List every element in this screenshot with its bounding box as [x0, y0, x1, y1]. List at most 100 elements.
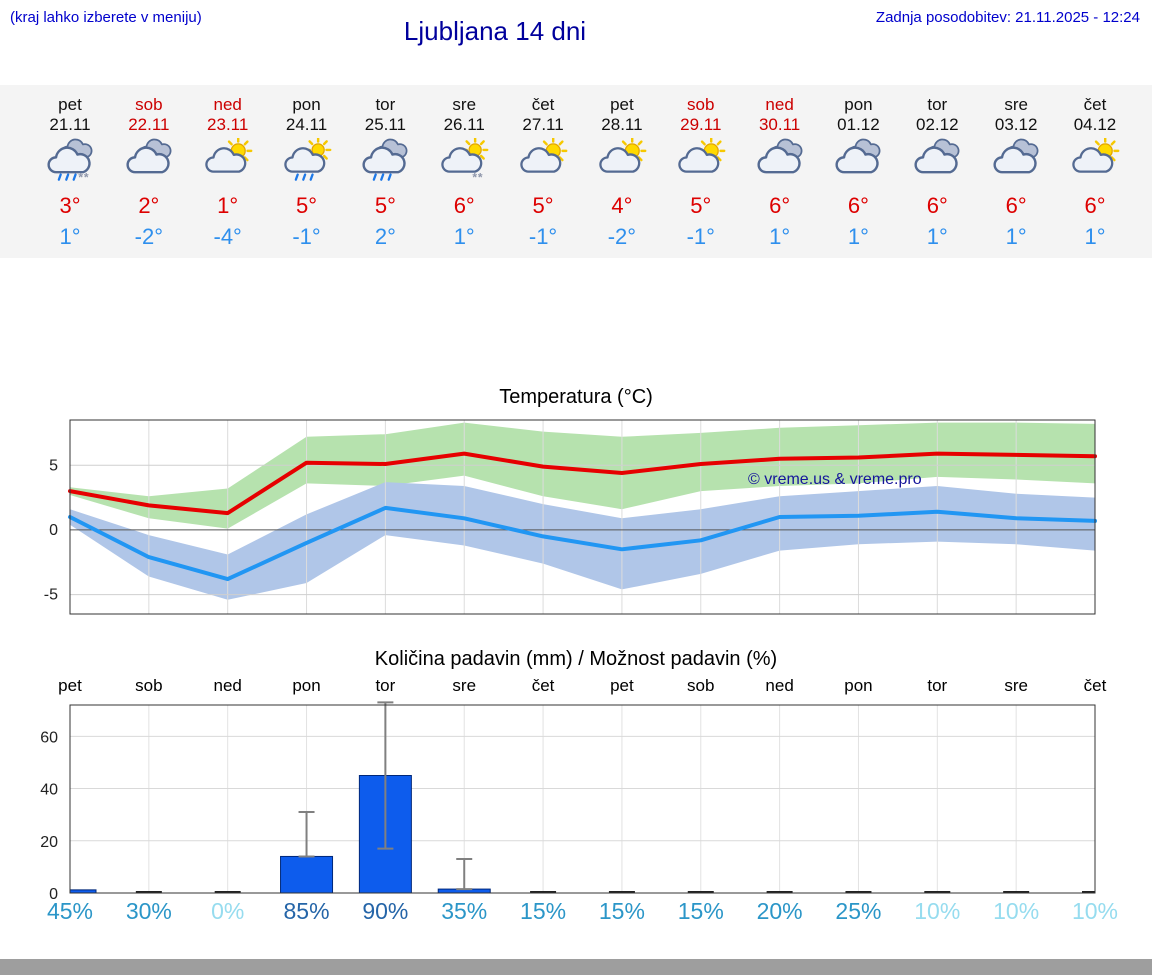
tmax-line [68, 451, 1097, 516]
day-date: 02.12 [916, 115, 959, 134]
tmax-range-band [70, 422, 1095, 529]
y-tick-label: 5 [49, 457, 58, 474]
day-date: 30.11 [758, 115, 801, 134]
day-high-temp: 6° [1084, 193, 1106, 218]
day-high-temp: 2° [138, 193, 160, 218]
day-high-temp: 3° [59, 193, 81, 218]
precip-zero-mark [608, 891, 635, 893]
day-low-temp: -1° [528, 224, 558, 249]
precip-probability-label: 35% [441, 898, 488, 924]
day-icon [974, 138, 1058, 192]
rain-snow-icon: * * [47, 138, 93, 185]
forecast-day-25.11: tor 25.11 5° 2° [343, 95, 427, 250]
day-low-temp: -1° [292, 224, 321, 249]
day-low-temp: 1° [1084, 224, 1106, 249]
precip-probability-label: 10% [914, 898, 961, 924]
forecast-day-21.11: pet 21.11 * * 3° 1° [28, 95, 112, 250]
day-name: pet [610, 95, 634, 114]
precip-probability-label: 0% [211, 898, 245, 924]
day-low-temp: 1° [847, 224, 869, 249]
day-date: 26.11 [443, 115, 485, 134]
sun-cloud-icon [599, 136, 647, 173]
day-name: pon [844, 95, 873, 114]
day-icon: * * [422, 136, 506, 192]
day-icon [895, 138, 979, 192]
tmin-line [68, 505, 1097, 582]
y-tick-label: 0 [49, 886, 58, 900]
precip-day-label: sob [135, 676, 163, 695]
forecast-day-22.11: sob 22.11 2° -2° [107, 95, 191, 250]
precip-zero-mark [214, 891, 241, 893]
svg-text:*: * [473, 171, 478, 185]
day-name: sre [452, 95, 477, 114]
precip-zero-mark [845, 891, 872, 893]
precip-day-label: tor [375, 676, 396, 695]
day-icon [580, 136, 664, 192]
cloudy-icon [126, 138, 172, 174]
day-low-temp: -1° [686, 224, 715, 249]
day-high-temp: 6° [453, 193, 475, 218]
y-tick-label: 0 [49, 522, 58, 539]
precip-day-label: čet [1083, 676, 1107, 695]
page-title: Ljubljana 14 dni [403, 16, 587, 46]
precip-day-label: pon [292, 676, 321, 695]
day-icon [265, 136, 349, 192]
chart-border [69, 419, 1096, 615]
precip-zero-mark [1082, 891, 1095, 893]
precip-day-label: sre [452, 676, 477, 695]
forecast-day-02.12: tor 02.12 6° 1° [895, 95, 979, 250]
precip-zero-mark [924, 891, 951, 893]
precip-probability-label: 10% [993, 898, 1040, 924]
precip-day-labels-row: pet sob ned pon tor sre čet pet sob ned pon tor sre č… [0, 676, 1152, 698]
forecast-day-23.11: ned 23.11 1° -4° [186, 95, 270, 250]
precip-probability-label: 45% [46, 898, 94, 924]
forecast-day-26.11: sre 26.11 * * 6° 1° [422, 95, 506, 250]
day-low-temp: 1° [1005, 224, 1027, 249]
precip-zero-mark [687, 891, 714, 893]
day-date: 28.11 [601, 115, 643, 134]
day-high-temp: 4° [611, 193, 633, 218]
precip-day-label: čet [531, 676, 555, 695]
day-low-temp: 1° [926, 224, 948, 249]
day-high-temp: 5° [690, 193, 712, 218]
day-low-temp: -2° [134, 224, 164, 249]
precip-day-label: pet [58, 676, 82, 695]
forecast-day-29.11: sob 29.11 5° -1° [659, 95, 743, 250]
precip-probability-label: 15% [598, 898, 645, 924]
day-name: pet [58, 95, 82, 114]
forecast-day-30.11: ned 30.11 6° 1° [738, 95, 822, 250]
day-icon [501, 136, 585, 192]
forecast-day-24.11: pon 24.11 5° -1° [265, 95, 349, 250]
day-icon [816, 138, 900, 192]
day-date: 01.12 [837, 115, 880, 134]
day-name: pon [292, 95, 321, 114]
day-low-temp: 1° [769, 224, 791, 249]
precip-probability-label: 25% [835, 898, 882, 924]
sun-cloud-icon [205, 136, 253, 173]
cloudy-icon [835, 138, 881, 174]
day-date: 29.11 [680, 115, 722, 134]
day-name: tor [927, 95, 948, 114]
precip-zero-mark [766, 891, 793, 893]
day-low-temp: -2° [607, 224, 637, 249]
day-high-temp: 5° [532, 193, 554, 218]
snow-sun-icon: * * [441, 136, 489, 185]
y-tick-label: 40 [40, 782, 58, 799]
y-tick-label: -5 [44, 587, 58, 604]
day-name: tor [375, 95, 396, 114]
precip-probability-label: 20% [756, 898, 803, 924]
day-icon [659, 136, 743, 192]
day-low-temp: 2° [374, 224, 396, 249]
precip-day-label: ned [213, 676, 242, 695]
chart-border [69, 704, 1096, 894]
precip-zero-mark [135, 891, 162, 893]
day-date: 27.11 [522, 115, 564, 134]
temperature-chart-title: Temperatura (°C) [499, 386, 653, 408]
menu-hint-text: (kraj lahko izberete v meniju) [10, 9, 202, 26]
precip-probability-row: 45% 30% 0% 85% 90% 35% 15% 15% 15% 20% 25% 10% 10% 10… [0, 898, 1152, 928]
precip-day-label: pet [610, 676, 634, 695]
sun-cloud-icon [520, 136, 568, 173]
day-high-temp: 6° [769, 193, 791, 218]
cloudy-icon [757, 138, 803, 174]
